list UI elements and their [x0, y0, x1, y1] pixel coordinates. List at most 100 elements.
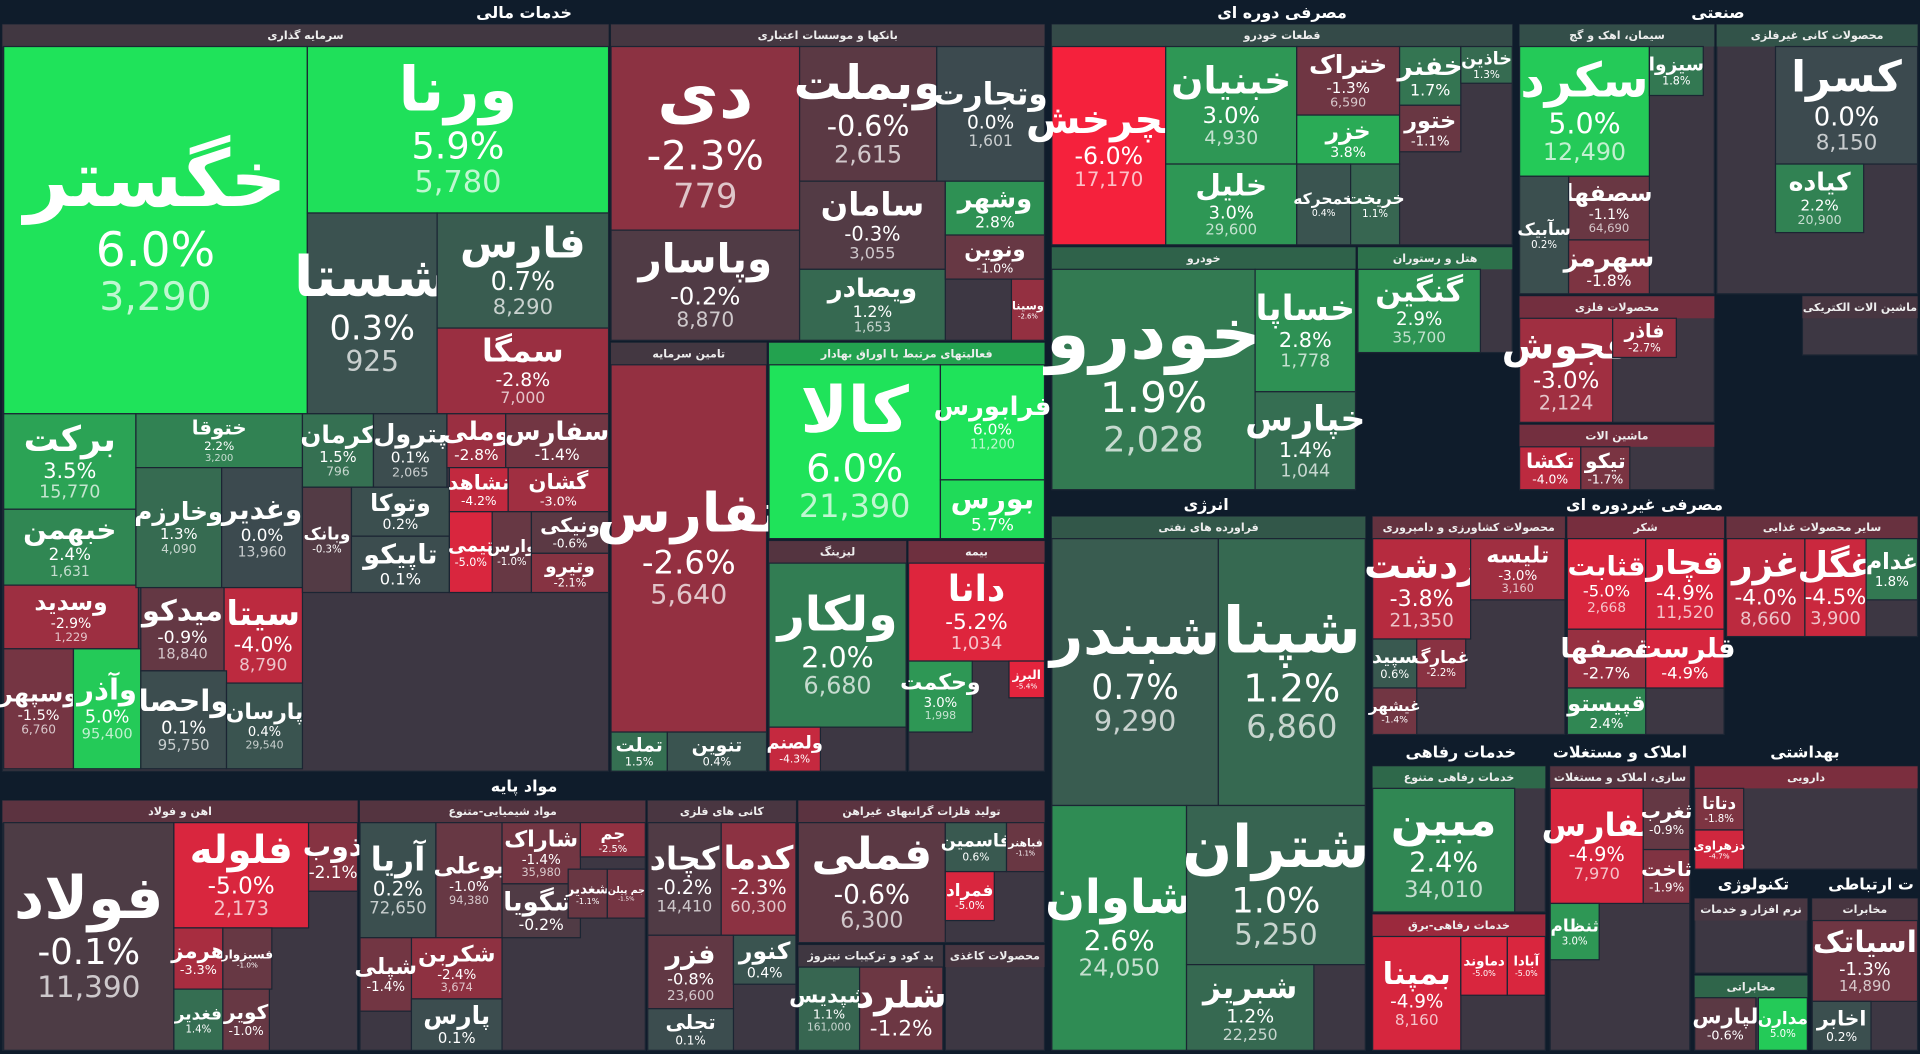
tile[interactable]	[1051, 538, 1219, 807]
tile[interactable]	[1549, 787, 1644, 905]
tile[interactable]	[221, 467, 304, 589]
tile[interactable]	[768, 562, 907, 728]
tile[interactable]	[1518, 317, 1614, 423]
tile[interactable]	[579, 822, 646, 858]
tile[interactable]	[1005, 822, 1046, 873]
tile[interactable]	[448, 511, 493, 594]
tile[interactable]	[1694, 997, 1757, 1051]
tile[interactable]	[505, 413, 610, 469]
tile[interactable]	[610, 229, 801, 341]
tile[interactable]	[1416, 638, 1467, 689]
tile[interactable]	[1372, 538, 1472, 640]
tile[interactable]	[567, 868, 608, 919]
tile[interactable]	[1372, 787, 1516, 913]
tile[interactable]	[1296, 163, 1352, 246]
tile[interactable]	[1804, 538, 1867, 638]
tile[interactable]	[1567, 239, 1650, 295]
tile[interactable]	[491, 511, 533, 594]
tile[interactable]	[410, 937, 503, 1000]
tile[interactable]	[1350, 163, 1401, 246]
tile[interactable]	[1645, 628, 1725, 689]
tile[interactable]	[3, 822, 175, 1051]
tile[interactable]	[1549, 902, 1600, 961]
tile[interactable]	[797, 822, 946, 944]
tile[interactable]	[1165, 45, 1298, 165]
tile[interactable]	[1254, 268, 1357, 393]
tile[interactable]	[1254, 391, 1357, 491]
tile[interactable]	[858, 966, 944, 1051]
tile[interactable]	[1566, 628, 1647, 689]
tile[interactable]	[944, 180, 1046, 236]
tile[interactable]	[1010, 278, 1046, 341]
tile[interactable]	[1460, 45, 1513, 84]
tile[interactable]	[173, 988, 224, 1051]
tile[interactable]	[797, 966, 861, 1051]
tile[interactable]	[939, 479, 1046, 540]
tile[interactable]	[1580, 446, 1631, 491]
tile[interactable]	[1518, 175, 1570, 295]
tile[interactable]	[610, 364, 768, 733]
tile[interactable]	[1811, 1000, 1872, 1051]
tile[interactable]	[307, 822, 359, 892]
tile[interactable]	[944, 870, 995, 922]
tile[interactable]	[359, 822, 437, 939]
tile[interactable]	[1185, 964, 1315, 1051]
tile[interactable]	[140, 586, 225, 672]
tile[interactable]	[647, 822, 722, 936]
tile[interactable]	[1642, 787, 1691, 851]
tile[interactable]	[1757, 997, 1808, 1051]
tile[interactable]	[222, 988, 270, 1051]
tile[interactable]	[1612, 317, 1677, 359]
tile[interactable]	[350, 535, 450, 594]
tile[interactable]	[1051, 45, 1167, 246]
tile[interactable]	[647, 1008, 735, 1051]
tile[interactable]	[140, 670, 228, 770]
tile[interactable]	[944, 234, 1046, 280]
tile[interactable]	[768, 364, 942, 540]
tile[interactable]	[1566, 687, 1647, 736]
tile[interactable]	[173, 927, 224, 990]
tile[interactable]	[1642, 848, 1691, 905]
tile[interactable]	[530, 552, 610, 594]
tile[interactable]	[1008, 660, 1046, 699]
tile[interactable]	[798, 268, 946, 341]
tile[interactable]	[501, 883, 582, 939]
tile[interactable]	[359, 937, 413, 1012]
tile[interactable]	[768, 726, 822, 772]
tile[interactable]	[222, 927, 273, 990]
tile[interactable]	[720, 822, 797, 936]
tile[interactable]	[225, 682, 304, 770]
tile[interactable]	[135, 413, 304, 469]
tile[interactable]	[1185, 804, 1366, 966]
tile[interactable]	[647, 934, 735, 1010]
tile[interactable]	[1051, 268, 1256, 491]
tile[interactable]	[907, 562, 1046, 662]
tile[interactable]	[610, 45, 801, 231]
tile[interactable]	[1506, 935, 1546, 996]
tile[interactable]	[944, 822, 1008, 873]
tile[interactable]	[1165, 163, 1298, 246]
tile[interactable]	[732, 934, 797, 985]
tile[interactable]	[606, 868, 646, 919]
tile[interactable]	[1566, 538, 1647, 630]
tile[interactable]	[1398, 104, 1462, 153]
tile[interactable]	[1051, 804, 1188, 1051]
tile[interactable]	[3, 584, 139, 650]
tile[interactable]	[1296, 45, 1401, 116]
tile[interactable]	[1648, 45, 1704, 97]
tile[interactable]	[72, 648, 142, 770]
tile[interactable]	[448, 467, 509, 513]
tile[interactable]	[1372, 687, 1418, 736]
tile[interactable]	[1694, 829, 1745, 870]
tile[interactable]	[1774, 163, 1865, 234]
tile[interactable]	[435, 822, 503, 939]
tile[interactable]	[1811, 919, 1919, 1002]
tile[interactable]	[1518, 446, 1582, 491]
tile[interactable]	[301, 486, 353, 594]
tile[interactable]	[1217, 538, 1366, 807]
tile[interactable]	[173, 822, 310, 929]
tile[interactable]	[410, 998, 503, 1051]
tile[interactable]	[907, 660, 973, 733]
tile[interactable]	[1865, 538, 1919, 601]
tile[interactable]	[1296, 114, 1401, 165]
